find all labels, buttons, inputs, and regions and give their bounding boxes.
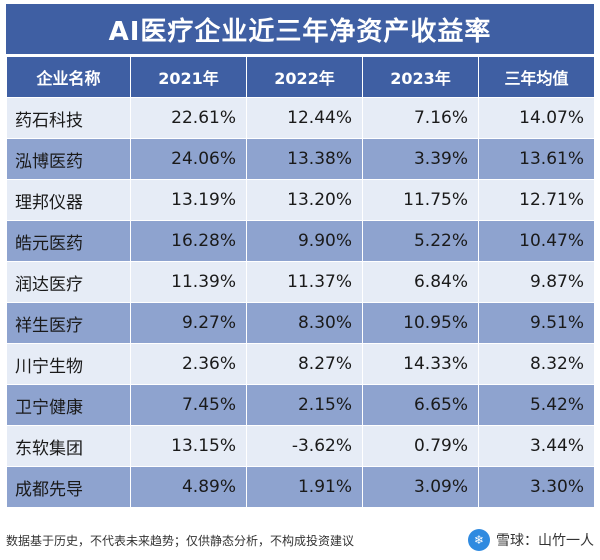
cell-2022: 11.37% <box>246 261 363 303</box>
cell-2021: 13.19% <box>130 179 247 221</box>
cell-average: 13.61% <box>478 138 595 180</box>
footer: 数据基于历史，不代表未来趋势；仅供静态分析，不构成投资建议 ❄ 雪球：山竹一人 <box>6 524 594 556</box>
cell-2022: 9.90% <box>246 220 363 262</box>
table-row: 祥生医疗 9.27% 8.30% 10.95% 9.51% <box>6 302 595 344</box>
cell-2021: 11.39% <box>130 261 247 303</box>
table-row: 东软集团 13.15% -3.62% 0.79% 3.44% <box>6 425 595 467</box>
cell-average: 9.51% <box>478 302 595 344</box>
table-row: 川宁生物 2.36% 8.27% 14.33% 8.32% <box>6 343 595 385</box>
brand-text: 雪球：山竹一人 <box>496 533 594 549</box>
cell-company: 皓元医药 <box>6 220 131 262</box>
cell-2021: 24.06% <box>130 138 247 180</box>
cell-average: 5.42% <box>478 384 595 426</box>
cell-average: 3.44% <box>478 425 595 467</box>
cell-2022: 8.30% <box>246 302 363 344</box>
cell-average: 9.87% <box>478 261 595 303</box>
cell-company: 卫宁健康 <box>6 384 131 426</box>
cell-2022: 12.44% <box>246 97 363 139</box>
cell-company: 理邦仪器 <box>6 179 131 221</box>
table-row: 润达医疗 11.39% 11.37% 6.84% 9.87% <box>6 261 595 303</box>
cell-average: 10.47% <box>478 220 595 262</box>
cell-company: 川宁生物 <box>6 343 131 385</box>
column-header-average: 三年均值 <box>478 56 595 98</box>
cell-company: 祥生医疗 <box>6 302 131 344</box>
column-header-2023: 2023年 <box>362 56 479 98</box>
table-row: 成都先导 4.89% 1.91% 3.09% 3.30% <box>6 466 595 508</box>
table-row: 理邦仪器 13.19% 13.20% 11.75% 12.71% <box>6 179 595 221</box>
cell-2023: 7.16% <box>362 97 479 139</box>
cell-2021: 7.45% <box>130 384 247 426</box>
cell-2022: 8.27% <box>246 343 363 385</box>
cell-2021: 9.27% <box>130 302 247 344</box>
cell-company: 润达医疗 <box>6 261 131 303</box>
cell-2022: 13.20% <box>246 179 363 221</box>
cell-company: 东软集团 <box>6 425 131 467</box>
page-title: AI医疗企业近三年净资产收益率 <box>6 4 594 54</box>
cell-average: 8.32% <box>478 343 595 385</box>
cell-2022: 2.15% <box>246 384 363 426</box>
cell-2022: 13.38% <box>246 138 363 180</box>
cell-2023: 11.75% <box>362 179 479 221</box>
cell-2023: 6.65% <box>362 384 479 426</box>
column-header-2022: 2022年 <box>246 56 363 98</box>
table-row: 药石科技 22.61% 12.44% 7.16% 14.07% <box>6 97 595 139</box>
table-row: 泓博医药 24.06% 13.38% 3.39% 13.61% <box>6 138 595 180</box>
cell-2021: 22.61% <box>130 97 247 139</box>
cell-average: 12.71% <box>478 179 595 221</box>
cell-2023: 5.22% <box>362 220 479 262</box>
cell-2023: 6.84% <box>362 261 479 303</box>
table-row: 卫宁健康 7.45% 2.15% 6.65% 5.42% <box>6 384 595 426</box>
cell-2022: 1.91% <box>246 466 363 508</box>
table-header-row: 企业名称 2021年 2022年 2023年 三年均值 <box>6 56 595 98</box>
cell-2023: 3.39% <box>362 138 479 180</box>
cell-2021: 4.89% <box>130 466 247 508</box>
cell-2023: 10.95% <box>362 302 479 344</box>
roe-table: 企业名称 2021年 2022年 2023年 三年均值 药石科技 22.61% 12… <box>6 56 595 508</box>
cell-2023: 0.79% <box>362 425 479 467</box>
brand: ❄ 雪球：山竹一人 <box>468 529 594 551</box>
table-body: 药石科技 22.61% 12.44% 7.16% 14.07% 泓博医药 24.06% 13.… <box>6 97 595 508</box>
disclaimer-text: 数据基于历史，不代表未来趋势；仅供静态分析，不构成投资建议 <box>6 533 355 548</box>
table-row: 皓元医药 16.28% 9.90% 5.22% 10.47% <box>6 220 595 262</box>
cell-company: 药石科技 <box>6 97 131 139</box>
column-header-company: 企业名称 <box>6 56 131 98</box>
snowball-logo-icon: ❄ <box>468 529 490 551</box>
cell-average: 3.30% <box>478 466 595 508</box>
column-header-2021: 2021年 <box>130 56 247 98</box>
cell-average: 14.07% <box>478 97 595 139</box>
cell-2021: 13.15% <box>130 425 247 467</box>
cell-2022: -3.62% <box>246 425 363 467</box>
cell-2023: 14.33% <box>362 343 479 385</box>
cell-2021: 2.36% <box>130 343 247 385</box>
cell-company: 成都先导 <box>6 466 131 508</box>
cell-2023: 3.09% <box>362 466 479 508</box>
cell-company: 泓博医药 <box>6 138 131 180</box>
cell-2021: 16.28% <box>130 220 247 262</box>
